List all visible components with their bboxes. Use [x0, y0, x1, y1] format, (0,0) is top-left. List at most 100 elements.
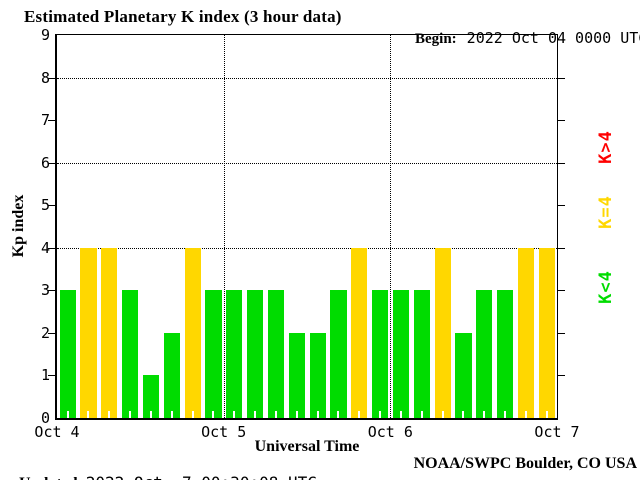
y-tick-left-2: [48, 332, 55, 334]
begin-timestamp: Begin: 2022 Oct 04 0000 UTC: [399, 11, 640, 66]
kp-bar: [476, 290, 493, 418]
bar-base-tick: [274, 411, 277, 418]
y-tick-label-4: 4: [40, 238, 50, 257]
y-tick-label-1: 1: [40, 366, 50, 385]
kp-bar: [226, 290, 243, 418]
y-tick-left-6: [48, 162, 55, 164]
x-tick-label-oct-5: Oct 5: [201, 423, 247, 441]
kp-bar: [59, 290, 76, 418]
kp-bar: [205, 290, 222, 418]
kp-bar: [497, 290, 514, 418]
bar-base-tick: [316, 411, 319, 418]
bar-base-tick: [212, 411, 215, 418]
bar-base-tick: [254, 411, 257, 418]
y-tick-left-4: [48, 247, 55, 249]
bar-base-tick: [379, 411, 382, 418]
kp-bar: [413, 290, 430, 418]
kp-bar: [163, 332, 180, 418]
begin-label: Begin:: [415, 31, 457, 47]
y-tick-left-1: [48, 375, 55, 377]
x-tick-label-oct-6: Oct 6: [367, 423, 413, 441]
y-tick-label-7: 7: [40, 111, 50, 130]
bar-base-tick: [337, 411, 340, 418]
kp-bar: [392, 290, 410, 418]
updated-timestamp: Updated 2022 Oct 7 00:30:08 UTC: [3, 455, 317, 480]
bar-base-tick: [462, 411, 465, 418]
y-tick-right-2: [558, 332, 565, 334]
gridline-y-6: [57, 162, 557, 164]
y-tick-right-8: [558, 77, 565, 79]
updated-label: Updated: [19, 475, 78, 480]
plot-area: [55, 34, 558, 420]
plot-border-left: [55, 34, 57, 420]
y-tick-label-2: 2: [40, 323, 50, 342]
gridline-y-4: [57, 247, 557, 249]
bar-base-tick: [358, 411, 361, 418]
y-tick-label-9: 9: [40, 26, 50, 44]
x-tick-label-oct-4: Oct 4: [34, 423, 80, 441]
bar-base-tick: [170, 411, 173, 418]
y-tick-label-5: 5: [40, 196, 50, 215]
kp-bar: [434, 247, 451, 418]
kp-bar: [538, 247, 555, 418]
y-tick-right-4: [558, 247, 565, 249]
y-tick-label-6: 6: [40, 153, 50, 172]
kp-bar: [288, 332, 305, 418]
y-tick-right-1: [558, 375, 565, 377]
kp-bar: [142, 375, 160, 418]
bar-base-tick: [129, 411, 132, 418]
kp-bar: [351, 247, 368, 418]
x-axis-title: Universal Time: [254, 438, 360, 455]
y-tick-right-5: [558, 205, 565, 207]
x-tick-label-oct-7: Oct 7: [534, 423, 580, 441]
bar-base-tick: [504, 411, 507, 418]
bar-base-tick: [545, 411, 548, 418]
credit-text: NOAA/SWPC Boulder, CO USA: [413, 455, 637, 472]
bar-base-tick: [87, 411, 90, 418]
kp-bar: [247, 290, 264, 418]
kp-bar: [309, 332, 326, 418]
updated-value: 2022 Oct 7 00:30:08 UTC: [86, 473, 317, 480]
chart-title: Estimated Planetary K index (3 hour data…: [24, 7, 342, 26]
y-tick-right-3: [558, 290, 565, 292]
kp-bar: [184, 247, 201, 418]
gridline-x-day-2: [390, 35, 392, 418]
bar-base-tick: [399, 411, 402, 418]
bar-base-tick: [483, 411, 486, 418]
y-tick-right-7: [558, 120, 565, 122]
gridline-x-day-1: [223, 35, 225, 418]
gridline-y-8: [57, 77, 557, 79]
plot-border-bottom: [55, 418, 558, 420]
bar-base-tick: [441, 411, 444, 418]
bar-base-tick: [524, 411, 527, 418]
y-tick-left-7: [48, 120, 55, 122]
kp-bar: [455, 332, 472, 418]
legend-k-eq-4: K=4: [596, 195, 616, 229]
plot-border-top: [57, 34, 558, 35]
kp-bar: [267, 290, 285, 418]
begin-value: 2022 Oct 04 0000 UTC: [466, 29, 640, 47]
y-tick-right-6: [558, 162, 565, 164]
kp-bar: [122, 290, 139, 418]
y-tick-left-8: [48, 77, 55, 79]
kp-bar: [80, 247, 97, 418]
legend-k-gt-4: K>4: [596, 130, 616, 164]
bar-base-tick: [191, 411, 194, 418]
y-tick-left-3: [48, 290, 55, 292]
y-tick-left-5: [48, 205, 55, 207]
bar-base-tick: [66, 411, 69, 418]
bar-base-tick: [108, 411, 111, 418]
bar-base-tick: [295, 411, 298, 418]
kp-bar: [372, 290, 389, 418]
y-axis-title: Kp index: [10, 194, 27, 258]
y-tick-label-0: 0: [40, 409, 50, 427]
legend-k-lt-4: K<4: [596, 270, 616, 304]
kp-bar: [101, 247, 118, 418]
kp-bar: [517, 247, 535, 418]
y-tick-label-3: 3: [40, 281, 50, 300]
plot-border-right: [557, 34, 558, 419]
bar-base-tick: [233, 411, 236, 418]
y-tick-label-8: 8: [40, 68, 50, 87]
bar-base-tick: [420, 411, 423, 418]
